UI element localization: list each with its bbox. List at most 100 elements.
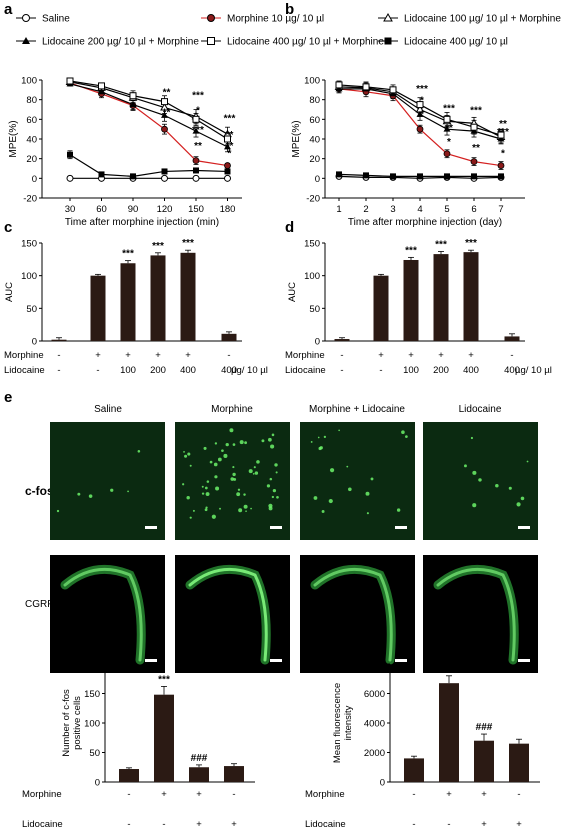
lidocaine-dose: - bbox=[379, 365, 382, 376]
fluorescent-cell bbox=[189, 464, 192, 467]
morphine-sign: + bbox=[408, 350, 414, 361]
fluorescent-cell bbox=[245, 510, 247, 512]
fluorescent-cell bbox=[472, 503, 477, 508]
fluorescent-cell bbox=[516, 502, 521, 507]
d-morphine-label: Morphine bbox=[285, 350, 325, 361]
y-tick-label: 100 bbox=[84, 719, 100, 730]
y-axis-label: intensity bbox=[343, 705, 354, 740]
fluorescent-cell bbox=[182, 483, 185, 486]
y-axis-label: AUC bbox=[287, 282, 298, 302]
y-tick-label: 150 bbox=[84, 689, 100, 700]
significance-mark: * bbox=[501, 149, 505, 160]
significance-mark: *** bbox=[224, 113, 236, 124]
fluorescent-cell bbox=[232, 466, 235, 469]
fluorescent-cell bbox=[225, 442, 229, 447]
data-point bbox=[443, 150, 451, 158]
y-tick-label: 50 bbox=[89, 748, 100, 759]
fluorescent-cell bbox=[313, 496, 318, 500]
data-point bbox=[224, 168, 231, 175]
series-line bbox=[69, 82, 228, 167]
fluorescent-cell bbox=[230, 477, 235, 481]
significance-mark: *** bbox=[192, 125, 204, 136]
data-point bbox=[98, 88, 105, 95]
data-point bbox=[224, 135, 231, 143]
bar bbox=[433, 254, 449, 341]
x-tick-label: 150 bbox=[188, 204, 204, 215]
fluorescent-cell bbox=[274, 463, 278, 467]
data-point bbox=[192, 157, 200, 165]
micrograph-cfos bbox=[50, 422, 165, 540]
morphine-sign: + bbox=[378, 350, 384, 361]
significance-mark: * bbox=[228, 149, 232, 160]
scale-bar bbox=[145, 526, 157, 529]
e2-lidocaine-label: Lidocaine bbox=[305, 819, 346, 830]
fluorescent-cell bbox=[270, 444, 275, 449]
fluorescent-cell bbox=[271, 433, 275, 437]
fluorescent-cell bbox=[275, 471, 278, 474]
fluorescent-cell bbox=[203, 446, 207, 450]
significance-mark: * bbox=[420, 109, 424, 120]
fluorescent-cell bbox=[205, 506, 208, 509]
lidocaine-sign: - bbox=[162, 819, 165, 830]
fluorescent-cell bbox=[213, 462, 218, 467]
fluorescent-cell bbox=[338, 429, 340, 432]
panel-letter-e: e bbox=[4, 389, 12, 406]
fluorescent-cell bbox=[252, 472, 255, 475]
data-point bbox=[192, 115, 200, 123]
scale-bar bbox=[395, 526, 407, 529]
legend-label-lido400m: Lidocaine 400 µg/ 10 µl + Morphine bbox=[227, 37, 384, 48]
d-lidocaine-label: Lidocaine bbox=[285, 365, 326, 376]
lidocaine-sign: + bbox=[516, 819, 522, 830]
data-point bbox=[224, 162, 231, 169]
scale-bar bbox=[395, 659, 407, 662]
data-point bbox=[470, 123, 478, 131]
y-tick-label: 0 bbox=[315, 337, 320, 348]
x-tick-label: 120 bbox=[157, 204, 173, 215]
series-line bbox=[69, 83, 228, 148]
c-lidocaine-label: Lidocaine bbox=[4, 365, 45, 376]
cgrp-laminae-core bbox=[63, 567, 143, 662]
fluorescent-cell bbox=[209, 460, 213, 464]
data-point bbox=[193, 167, 199, 174]
cd-labels: Morphine Lidocaine µg/ 10 µl Morphine Li… bbox=[4, 350, 552, 376]
morphine-sign: + bbox=[481, 789, 487, 800]
micrograph-tint bbox=[50, 422, 165, 540]
data-point bbox=[443, 125, 451, 132]
series-line bbox=[69, 80, 228, 140]
y-tick-label: 40 bbox=[26, 135, 37, 146]
y-axis-label: MPE(%) bbox=[8, 120, 19, 157]
data-point bbox=[336, 171, 342, 178]
data-point bbox=[66, 77, 74, 85]
fluorescent-cell bbox=[211, 514, 216, 519]
fluorescent-cell bbox=[236, 492, 241, 497]
fluorescent-cell bbox=[239, 440, 244, 445]
fluorescent-cell bbox=[253, 466, 256, 469]
morphine-sign: + bbox=[446, 789, 452, 800]
data-point bbox=[67, 151, 73, 158]
lidocaine-dose: 400 bbox=[221, 365, 237, 376]
significance-mark: *** bbox=[152, 241, 164, 252]
significance-mark: *** bbox=[470, 105, 482, 116]
lidocaine-sign: + bbox=[231, 819, 237, 830]
y-tick-label: 60 bbox=[309, 115, 320, 126]
data-point bbox=[443, 115, 451, 123]
data-point bbox=[66, 174, 74, 182]
legend-item-morphine: Morphine 10 µg/ 10 µl bbox=[201, 14, 324, 25]
fluorescent-cell bbox=[221, 449, 224, 452]
micro-col-lidocaine: Lidocaine bbox=[459, 404, 502, 415]
fluorescent-cell bbox=[204, 508, 208, 512]
fluorescent-cell bbox=[238, 508, 243, 513]
fluorescent-cell bbox=[215, 486, 220, 491]
legend-item-lido200: Lidocaine 200 µg/ 10 µl + Morphine bbox=[16, 37, 199, 48]
y-tick-label: -20 bbox=[306, 194, 320, 205]
y-tick-label: 0 bbox=[95, 778, 100, 789]
y-axis-label: Number of c-fos bbox=[61, 689, 72, 757]
bar bbox=[90, 275, 106, 341]
x-tick-label: 6 bbox=[471, 204, 476, 215]
significance-mark: *** bbox=[435, 239, 447, 250]
series-line bbox=[69, 154, 228, 177]
lidocaine-dose: - bbox=[340, 365, 343, 376]
bar bbox=[224, 766, 244, 782]
micrograph-cfos bbox=[300, 422, 415, 540]
chart-title: c-fos bbox=[224, 648, 248, 660]
